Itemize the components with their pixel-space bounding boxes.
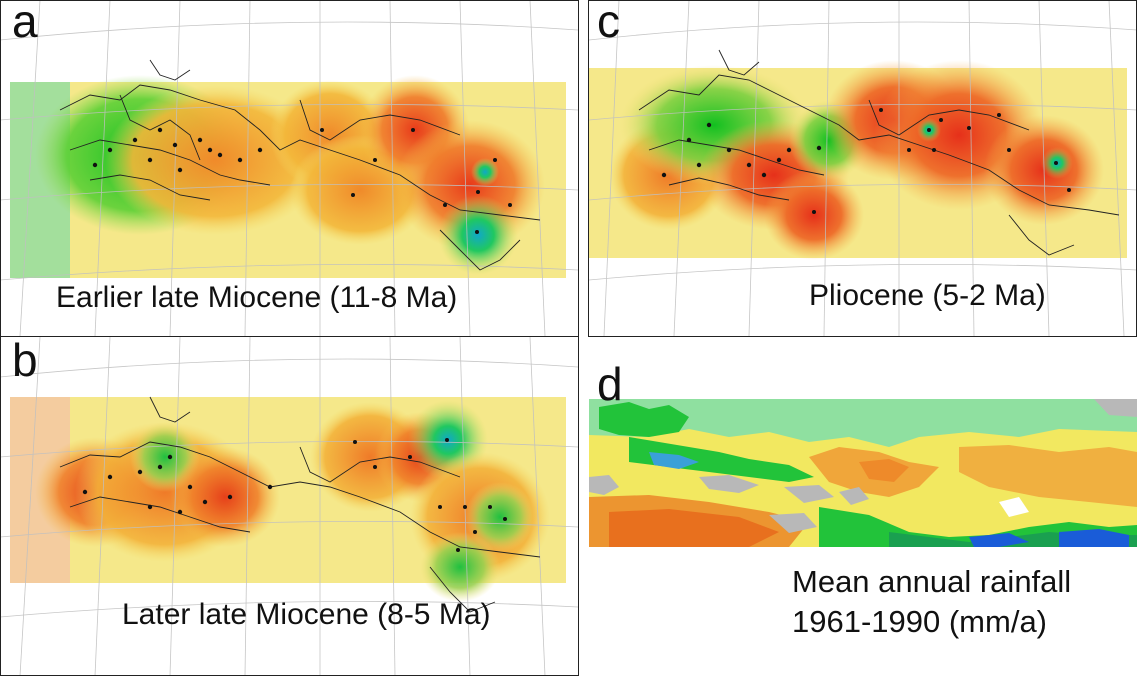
panel-c: c Pliocene (5-2 Ma) — [589, 0, 1137, 336]
panel-letter: a — [12, 0, 38, 47]
panel-caption: Earlier late Miocene (11-8 Ma) — [56, 281, 458, 314]
panel-a: a Earlier late Miocene (11-8 Ma) — [0, 0, 578, 336]
rainfall-map — [589, 399, 1137, 547]
map-b — [0, 337, 578, 676]
panel-caption-line2: 1961-1990 (mm/a) — [792, 604, 1048, 639]
panel-caption: Pliocene (5-2 Ma) — [809, 279, 1046, 312]
map-c — [589, 0, 1137, 336]
panel-caption: Later late Miocene (8-5 Ma) — [122, 598, 491, 631]
panel-letter: b — [12, 337, 38, 386]
panel-letter: c — [597, 0, 620, 47]
panel-d: d Mean annual rainfall 1961-1990 (mm/a) — [589, 337, 1137, 676]
map-a — [0, 0, 578, 336]
panel-b: b Later late Miocene (8-5 Ma) — [0, 337, 578, 676]
panel-caption-line1: Mean annual rainfall — [792, 564, 1072, 599]
panel-letter: d — [597, 358, 623, 410]
